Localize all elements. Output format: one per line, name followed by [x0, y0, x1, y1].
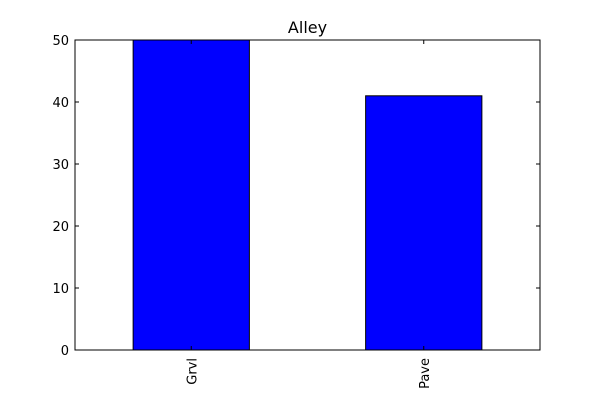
x-tick-label: Grvl	[185, 358, 200, 385]
y-tick-label: 50	[52, 34, 69, 49]
chart-title: Alley	[288, 18, 327, 37]
plot-area-frame	[74, 39, 541, 351]
bar-pave	[365, 95, 483, 351]
y-tick-label: 20	[52, 220, 69, 235]
ticks-layer: Grvl Pave 0 10 20 30 40 50	[52, 34, 540, 389]
x-tick-label: Pave	[418, 358, 433, 389]
bar-grvl	[132, 39, 250, 351]
y-tick-label: 30	[52, 158, 69, 173]
y-tick-label: 40	[52, 96, 69, 111]
bars-layer	[132, 39, 483, 351]
y-tick-label: 0	[61, 344, 69, 359]
y-tick-label: 10	[52, 282, 69, 297]
